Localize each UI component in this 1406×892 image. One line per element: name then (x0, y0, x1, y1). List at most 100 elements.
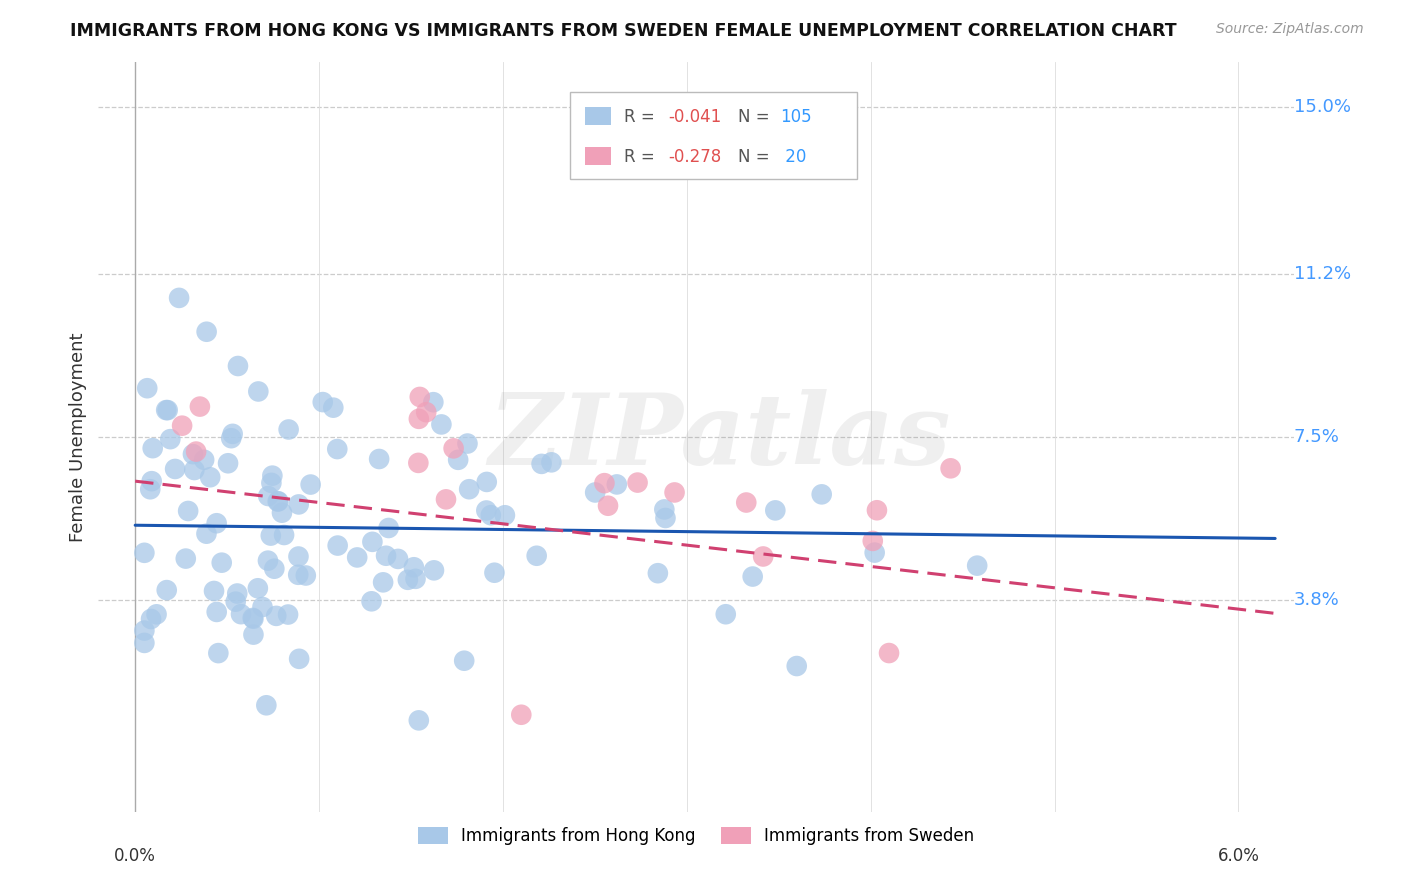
Point (810, 487, 832, 501)
Point (735, 495, 758, 509)
Text: 20: 20 (780, 148, 806, 166)
Point (266, 494, 288, 508)
Point (136, 381, 159, 395)
Point (195, 325, 218, 339)
Point (371, 575, 394, 590)
Point (254, 698, 277, 713)
Point (226, 359, 249, 373)
FancyBboxPatch shape (585, 147, 612, 165)
Point (263, 562, 285, 576)
Text: 0.0%: 0.0% (114, 847, 156, 865)
Point (647, 566, 669, 581)
Point (405, 572, 427, 586)
Point (763, 503, 786, 517)
Point (453, 654, 475, 668)
Point (288, 652, 311, 666)
Point (242, 611, 264, 625)
Point (408, 456, 430, 470)
Point (664, 485, 686, 500)
Point (752, 549, 775, 564)
Point (141, 474, 163, 488)
Point (165, 462, 187, 476)
Point (277, 607, 299, 622)
Point (741, 569, 763, 583)
Point (408, 412, 430, 426)
Point (287, 549, 309, 564)
Point (260, 528, 283, 542)
Point (375, 549, 398, 563)
Point (188, 400, 211, 414)
Point (156, 583, 179, 598)
Point (205, 605, 228, 619)
Point (346, 550, 368, 565)
Point (409, 390, 432, 404)
Point (262, 468, 284, 483)
Point (494, 508, 516, 523)
Point (172, 418, 194, 433)
Point (456, 436, 478, 450)
Point (264, 608, 287, 623)
Point (246, 581, 269, 595)
Text: R =: R = (624, 148, 661, 166)
Point (207, 646, 229, 660)
Point (184, 444, 207, 458)
Point (257, 489, 280, 503)
Point (415, 405, 437, 419)
Point (530, 457, 553, 471)
Point (510, 707, 533, 722)
Point (606, 477, 628, 491)
Point (654, 511, 676, 525)
Y-axis label: Female Unemployment: Female Unemployment (69, 333, 87, 541)
Point (177, 504, 200, 518)
Point (326, 442, 349, 456)
Point (396, 573, 419, 587)
Point (211, 556, 233, 570)
Text: 105: 105 (780, 108, 811, 126)
Point (434, 492, 457, 507)
Point (181, 447, 204, 461)
Point (174, 551, 197, 566)
Point (626, 475, 648, 490)
Text: N =: N = (738, 148, 775, 166)
Point (198, 470, 221, 484)
Point (475, 503, 498, 517)
Point (475, 475, 498, 489)
Point (145, 607, 167, 622)
Point (142, 441, 165, 455)
Point (242, 612, 264, 626)
Point (159, 432, 181, 446)
Point (423, 563, 446, 577)
Point (312, 395, 335, 409)
Text: ZIPatlas: ZIPatlas (489, 389, 950, 485)
Text: 6.0%: 6.0% (1218, 847, 1260, 865)
Point (257, 554, 280, 568)
Text: 11.2%: 11.2% (1294, 265, 1351, 283)
Point (526, 549, 548, 563)
Point (226, 586, 249, 600)
Point (299, 477, 322, 491)
Point (540, 455, 562, 469)
Point (402, 560, 425, 574)
Point (139, 482, 162, 496)
Point (294, 568, 316, 582)
Point (287, 497, 309, 511)
Point (368, 452, 391, 467)
Point (219, 431, 242, 445)
Point (863, 546, 886, 560)
Point (714, 607, 737, 622)
Point (205, 516, 228, 531)
Point (430, 417, 453, 432)
Text: -0.278: -0.278 (668, 148, 721, 166)
Point (167, 291, 190, 305)
FancyBboxPatch shape (585, 106, 612, 125)
Point (583, 485, 606, 500)
Point (966, 558, 988, 573)
Point (408, 714, 430, 728)
Point (360, 594, 382, 608)
Point (260, 475, 283, 490)
Point (479, 508, 502, 523)
Text: 7.5%: 7.5% (1294, 428, 1340, 446)
Point (322, 401, 344, 415)
Text: -0.041: -0.041 (668, 108, 721, 126)
Point (252, 599, 274, 614)
